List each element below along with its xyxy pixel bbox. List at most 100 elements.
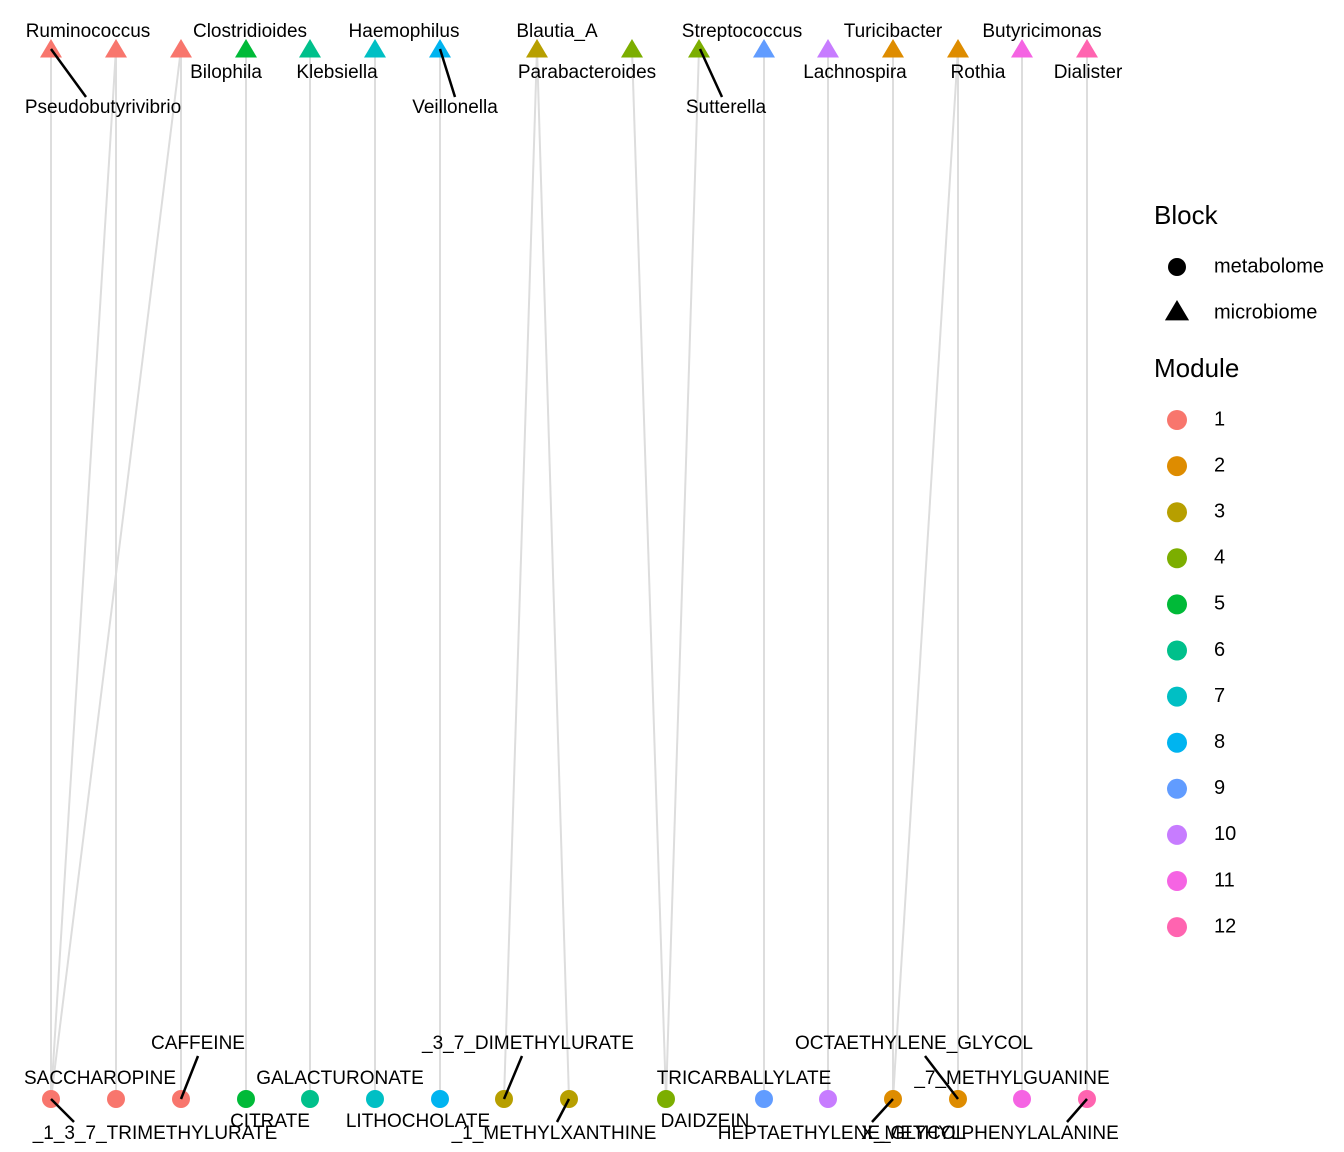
microbiome-node <box>364 39 386 58</box>
leader-line <box>871 1098 894 1123</box>
edge <box>631 48 667 1100</box>
microbiome-node <box>1011 39 1033 58</box>
microbiome-node <box>1076 39 1098 58</box>
legend-key <box>1167 917 1187 938</box>
metabolome-node <box>431 1090 449 1108</box>
node-label: Ruminococcus <box>26 21 151 42</box>
node-label: Lachnospira <box>803 62 907 83</box>
legend-key <box>1167 410 1187 430</box>
node-label: Rothia <box>951 62 1006 83</box>
node-label: Parabacteroides <box>518 62 656 83</box>
metabolome-node <box>819 1090 837 1108</box>
legend-key <box>1167 594 1187 615</box>
legend-label: 4 <box>1214 547 1225 569</box>
node-label: Haemophilus <box>349 21 460 42</box>
legend-key <box>1167 778 1187 799</box>
legend-label: 9 <box>1214 777 1225 799</box>
node-label: Klebsiella <box>296 62 378 83</box>
node-label: Sutterella <box>686 97 767 118</box>
node-label: _1_3_7_TRIMETHYLURATE <box>32 1123 278 1144</box>
legend-key <box>1167 456 1187 477</box>
microbiome-node <box>753 39 775 58</box>
node-label: LITHOCHOLATE <box>346 1111 490 1132</box>
microbiome-node <box>947 39 969 58</box>
legend-key <box>1167 732 1187 753</box>
edge <box>503 48 538 1100</box>
legend-key <box>1167 548 1187 569</box>
metabolome-node <box>237 1090 255 1108</box>
metabolome-node <box>301 1090 319 1108</box>
node-label: DAIDZEIN <box>661 1111 750 1132</box>
leader-line <box>502 1055 524 1100</box>
legend-label: 2 <box>1214 454 1225 476</box>
microbiome-node <box>105 39 127 58</box>
metabolome-node <box>657 1090 675 1108</box>
edge <box>50 48 182 1100</box>
leader-line <box>50 1098 75 1123</box>
legend-label: 12 <box>1214 915 1236 937</box>
legend-key <box>1167 686 1187 707</box>
node-label: Streptococcus <box>682 21 802 42</box>
microbiome-node <box>170 39 192 58</box>
microbiome-node <box>40 39 62 58</box>
metabolome-node <box>107 1090 125 1108</box>
node-label: _1_METHYLXANTHINE <box>451 1123 657 1144</box>
leader-line <box>555 1098 571 1123</box>
legend-label: 6 <box>1214 639 1225 661</box>
edge <box>536 48 570 1100</box>
node-label: CITRATE <box>230 1111 310 1132</box>
legend-label: 5 <box>1214 593 1225 615</box>
leader-line <box>179 1055 200 1100</box>
edge <box>892 48 959 1100</box>
leader-line <box>924 1055 959 1100</box>
leader-line <box>1066 1098 1088 1123</box>
legend-label: 11 <box>1214 869 1235 891</box>
metabolome-node <box>755 1090 773 1108</box>
metabolome-node <box>1013 1090 1031 1108</box>
legend-title: Block <box>1154 200 1219 230</box>
node-label: CAFFEINE <box>151 1033 245 1054</box>
microbiome-node <box>882 39 904 58</box>
legend-key <box>1167 640 1187 661</box>
leader-line <box>698 48 724 98</box>
legend-key <box>1168 258 1186 276</box>
microbiome-node <box>429 39 451 58</box>
microbiome-node <box>817 39 839 58</box>
node-label: Pseudobutyrivibrio <box>25 97 181 118</box>
edges <box>50 48 1088 1100</box>
nodes: Pseudobutyrivibrio Ruminococcus Bilophila C… <box>24 21 1123 1144</box>
node-label: X_METHYLPHENYLALANINE <box>861 1123 1119 1144</box>
node-label: Clostridioides <box>193 21 307 42</box>
microbiome-node <box>621 39 643 58</box>
legend-label: microbiome <box>1214 301 1317 323</box>
legend-label: 8 <box>1214 731 1225 753</box>
legend-label: 1 <box>1214 408 1225 430</box>
legend-label: 3 <box>1214 500 1225 522</box>
node-label: _3_7_DIMETHYLURATE <box>421 1033 634 1054</box>
node-label: SACCHAROPINE <box>24 1068 176 1089</box>
microbiome-node <box>688 39 710 58</box>
node-label: OCTAETHYLENE_GLYCOL <box>795 1033 1033 1054</box>
node-label: Blautia_A <box>516 21 598 42</box>
node-label: Bilophila <box>190 62 262 83</box>
node-label: TRICARBALLYLATE <box>657 1068 832 1089</box>
node-label: HEPTAETHYLENE_GLYCOL <box>718 1123 966 1144</box>
node-label: Turicibacter <box>844 21 943 42</box>
legend-title: Module <box>1154 353 1239 383</box>
microbiome-node <box>235 39 257 58</box>
node-label: GALACTURONATE <box>256 1068 424 1089</box>
microbiome-node <box>299 39 321 58</box>
legend-label: metabolome <box>1214 255 1324 277</box>
leader-line <box>49 48 88 98</box>
node-label: Veillonella <box>412 97 498 118</box>
edge <box>50 48 117 1100</box>
metabolome-node <box>366 1090 384 1108</box>
node-label: _7_METHYLGUANINE <box>913 1068 1109 1089</box>
legend: BlockmetabolomemicrobiomeModule123456789… <box>1154 200 1324 938</box>
node-label: Butyricimonas <box>982 21 1101 42</box>
node-label: Dialister <box>1054 62 1123 83</box>
leader-line <box>438 48 457 98</box>
legend-key <box>1167 502 1187 523</box>
microbiome-node <box>526 39 548 58</box>
